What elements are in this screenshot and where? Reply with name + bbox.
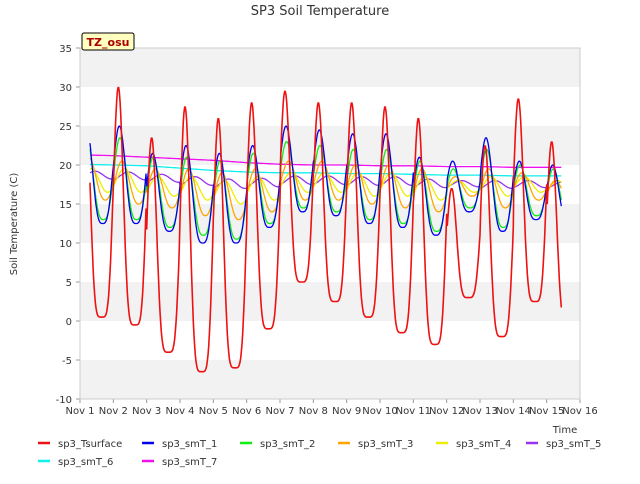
chart-title: SP3 Soil Temperature (251, 4, 389, 19)
grid-band (80, 360, 580, 399)
grid-band (80, 282, 580, 321)
series-line-sp3_Tsurface (89, 86, 563, 373)
y-tick-label: 20 (59, 161, 72, 172)
y-tick-label: 5 (66, 278, 72, 289)
x-tick-label: Nov 4 (165, 406, 194, 417)
legend-item-sp3_Tsurface: sp3_Tsurface (38, 439, 122, 450)
x-tick-label: Nov 7 (265, 406, 294, 417)
legend-item-sp3_smT_5: sp3_smT_5 (526, 439, 601, 450)
legend-item-sp3_smT_2: sp3_smT_2 (240, 439, 315, 450)
y-tick-label: 35 (59, 44, 72, 55)
x-tick-label: Nov 12 (429, 406, 464, 417)
x-tick-label: Nov 8 (299, 406, 328, 417)
x-tick-label: Nov 1 (65, 406, 94, 417)
legend-label: sp3_smT_4 (456, 439, 511, 450)
x-tick-label: Nov 15 (529, 406, 564, 417)
x-tick-label: Nov 11 (396, 406, 431, 417)
legend-label: sp3_smT_3 (358, 439, 413, 450)
x-tick-label: Nov 14 (496, 406, 531, 417)
legend-label: sp3_smT_2 (260, 439, 315, 450)
legend-item-sp3_smT_1: sp3_smT_1 (142, 439, 217, 450)
legend-label: sp3_Tsurface (58, 439, 122, 450)
x-tick-label: Nov 10 (362, 406, 397, 417)
plot-frame (79, 47, 581, 400)
x-tick-label: Nov 9 (332, 406, 361, 417)
y-tick-label: 15 (59, 200, 72, 211)
series-line-sp3_smT_1 (89, 125, 562, 244)
grid-band (80, 204, 580, 243)
legend-item-sp3_smT_6: sp3_smT_6 (38, 457, 113, 468)
x-tick-label: Nov 5 (199, 406, 228, 417)
x-tick-label: Nov 2 (99, 406, 128, 417)
grid-band (80, 48, 580, 87)
x-tick-label: Nov 13 (462, 406, 497, 417)
y-tick-label: 0 (66, 317, 72, 328)
legend-label: sp3_smT_6 (58, 457, 113, 468)
x-tick-label: Nov 3 (132, 406, 161, 417)
y-tick-label: 10 (59, 239, 72, 250)
y-tick-label: -5 (62, 356, 72, 367)
x-tick-label: Nov 6 (232, 406, 261, 417)
y-axis-label: Soil Temperature (C) (9, 173, 20, 276)
station-badge: TZ_osu (81, 32, 135, 51)
x-axis-label: Time (552, 425, 577, 436)
legend-item-sp3_smT_4: sp3_smT_4 (436, 439, 511, 450)
y-tick-label: 30 (59, 83, 72, 94)
y-tick-label: -10 (56, 395, 72, 406)
legend-item-sp3_smT_7: sp3_smT_7 (142, 457, 217, 468)
y-tick-label: 25 (59, 122, 72, 133)
legend-item-sp3_smT_3: sp3_smT_3 (338, 439, 413, 450)
x-tick-label: Nov 16 (562, 406, 597, 417)
legend-label: sp3_smT_1 (162, 439, 217, 450)
legend-label: sp3_smT_5 (546, 439, 601, 450)
legend-label: sp3_smT_7 (162, 457, 217, 468)
station-badge-label: TZ_osu (87, 36, 130, 49)
